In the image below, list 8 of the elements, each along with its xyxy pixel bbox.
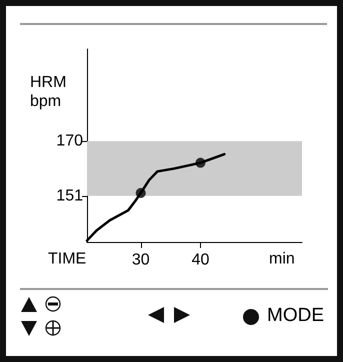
y-axis-title: HRM bpm: [30, 74, 66, 110]
text: MODE: [267, 305, 324, 326]
x-axis-title: TIME: [48, 250, 86, 268]
x-tick-label: 40: [192, 252, 210, 268]
y-tick-label: 170: [56, 132, 84, 150]
x-tick-label: 30: [132, 252, 150, 268]
y-tick-label: 151: [56, 187, 84, 204]
text: min: [269, 250, 295, 268]
